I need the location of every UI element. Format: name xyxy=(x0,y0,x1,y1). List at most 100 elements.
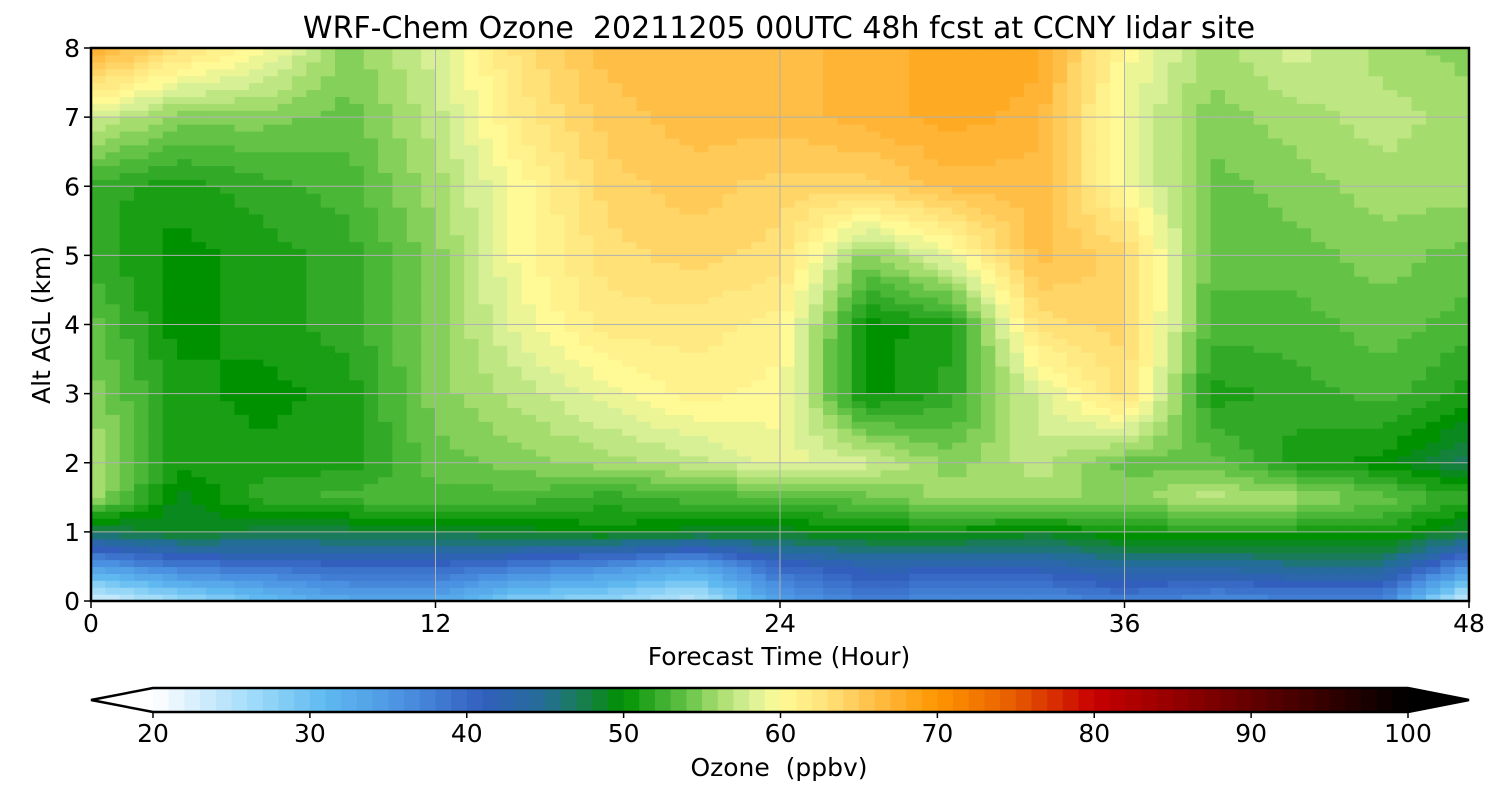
heatmap-cell xyxy=(349,365,365,374)
heatmap-cell xyxy=(1124,483,1140,491)
heatmap-cell xyxy=(1253,317,1269,326)
heatmap-cell xyxy=(1397,448,1413,457)
heatmap-cell xyxy=(1196,545,1212,554)
heatmap-cell xyxy=(1325,421,1341,429)
heatmap-cell xyxy=(980,462,996,471)
heatmap-cell xyxy=(1124,428,1140,436)
heatmap-cell xyxy=(1425,580,1441,588)
heatmap-cell xyxy=(607,504,623,512)
heatmap-cell xyxy=(722,469,738,478)
heatmap-cell xyxy=(823,338,839,346)
heatmap-cell xyxy=(923,538,939,547)
heatmap-cell xyxy=(1052,386,1068,395)
heatmap-cell xyxy=(1181,566,1197,574)
heatmap-cell xyxy=(1296,587,1312,595)
heatmap-cell xyxy=(736,372,752,381)
heatmap-cell xyxy=(1153,483,1169,491)
heatmap-cell xyxy=(1153,497,1169,505)
heatmap-cell xyxy=(1239,414,1255,422)
heatmap-cell xyxy=(1095,379,1111,388)
heatmap-cell xyxy=(105,421,121,429)
heatmap-cell xyxy=(1253,462,1269,471)
heatmap-cell xyxy=(349,421,365,429)
heatmap-cell xyxy=(1038,372,1054,381)
heatmap-cell xyxy=(435,455,451,464)
heatmap-cell xyxy=(866,552,882,561)
heatmap-cell xyxy=(823,255,839,263)
heatmap-cell xyxy=(105,352,121,360)
heatmap-cell xyxy=(995,289,1011,298)
heatmap-cell xyxy=(134,310,150,319)
heatmap-cell xyxy=(1382,580,1398,588)
heatmap-cell xyxy=(349,490,365,498)
heatmap-cell xyxy=(378,435,394,443)
heatmap-cell xyxy=(593,504,609,512)
heatmap-cell xyxy=(119,296,135,305)
heatmap-cell xyxy=(937,442,953,450)
heatmap-cell xyxy=(162,545,178,554)
heatmap-cell xyxy=(837,462,853,471)
heatmap-cell xyxy=(1239,448,1255,457)
heatmap-cell xyxy=(1210,310,1226,319)
heatmap-cell xyxy=(291,289,307,298)
heatmap-cell xyxy=(564,476,580,485)
heatmap-cell xyxy=(1196,442,1212,450)
heatmap-cell xyxy=(263,566,279,574)
heatmap-cell xyxy=(894,580,910,588)
heatmap-cell xyxy=(636,414,652,422)
heatmap-cell xyxy=(378,289,394,298)
heatmap-cell xyxy=(1454,428,1469,436)
heatmap-cell xyxy=(378,372,394,381)
heatmap-cell xyxy=(91,365,106,374)
heatmap-cell xyxy=(851,379,867,388)
heatmap-cell xyxy=(162,587,178,595)
heatmap-cell xyxy=(1067,580,1083,588)
heatmap-cell xyxy=(1397,442,1413,450)
heatmap-cell xyxy=(91,531,106,540)
heatmap-cell xyxy=(736,559,752,568)
heatmap-cell xyxy=(1282,476,1298,485)
heatmap-cell xyxy=(665,386,681,395)
heatmap-cell xyxy=(1239,283,1255,291)
heatmap-cell xyxy=(808,518,824,526)
heatmap-cell xyxy=(1024,497,1039,505)
heatmap-cell xyxy=(1339,442,1355,450)
heatmap-cell xyxy=(234,483,250,491)
heatmap-cell xyxy=(880,283,896,291)
heatmap-cell xyxy=(593,310,609,319)
heatmap-cell xyxy=(263,435,279,443)
heatmap-cell xyxy=(1282,483,1298,491)
heatmap-cell xyxy=(650,518,666,526)
heatmap-cell xyxy=(478,587,494,595)
heatmap-cell xyxy=(966,283,982,291)
heatmap-cell xyxy=(392,504,408,512)
heatmap-cell xyxy=(521,386,537,395)
heatmap-cell xyxy=(378,552,394,561)
heatmap-cell xyxy=(320,241,336,250)
heatmap-cell xyxy=(794,428,810,436)
heatmap-cell xyxy=(406,455,422,464)
heatmap-cell xyxy=(478,255,494,263)
heatmap-cell xyxy=(535,262,551,270)
heatmap-cell xyxy=(579,524,594,533)
heatmap-cell xyxy=(1397,531,1413,540)
heatmap-cell xyxy=(1138,241,1154,250)
heatmap-cell xyxy=(392,269,408,277)
heatmap-cell xyxy=(1425,338,1441,346)
heatmap-cell xyxy=(722,400,738,409)
heatmap-cell xyxy=(1181,283,1197,291)
heatmap-cell xyxy=(119,580,135,588)
heatmap-cell xyxy=(464,483,480,491)
heatmap-cell xyxy=(392,448,408,457)
heatmap-cell xyxy=(851,407,867,415)
heatmap-cell xyxy=(708,407,724,415)
heatmap-cell xyxy=(1067,469,1083,478)
heatmap-cell xyxy=(1311,469,1327,478)
heatmap-cell xyxy=(1138,538,1154,547)
heatmap-cell xyxy=(636,386,652,395)
heatmap-cell xyxy=(320,372,336,381)
heatmap-cell xyxy=(1296,352,1312,360)
heatmap-cell xyxy=(1325,511,1341,519)
heatmap-cell xyxy=(378,566,394,574)
heatmap-cell xyxy=(909,303,925,312)
